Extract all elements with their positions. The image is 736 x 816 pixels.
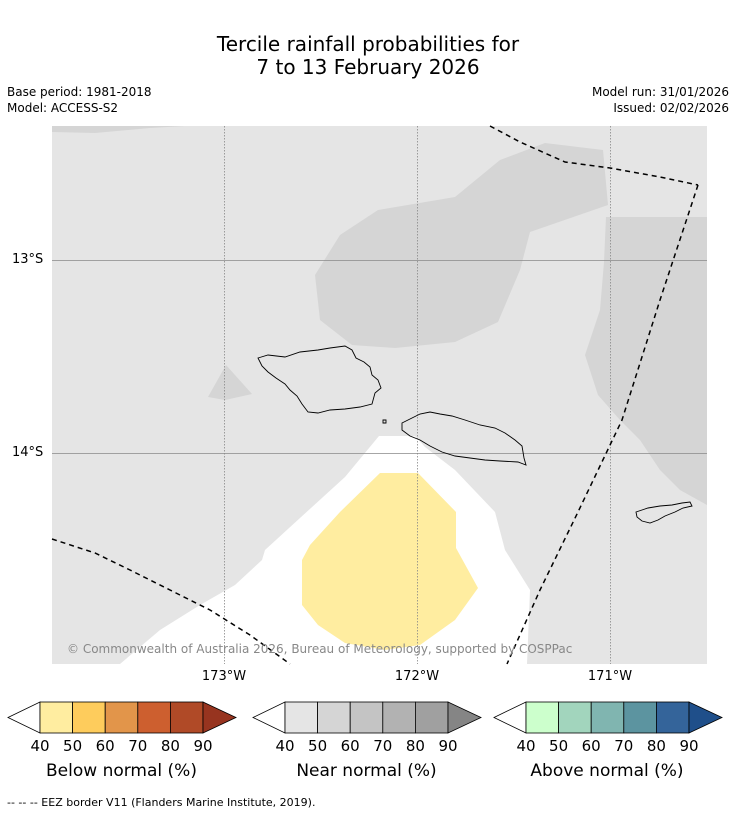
above-legend-swatch-70 [623,701,657,734]
below-legend-low-extension [7,701,41,734]
title-line-1: Tercile rainfall probabilities for [216,32,520,56]
near-legend-high-extension [447,701,482,734]
near-normal-50-region-east [585,217,707,505]
below-legend-swatch-50 [72,701,106,734]
below-legend-tick-label: 60 [96,737,115,755]
above-legend-swatch-50 [558,701,592,734]
above-legend-swatch-40 [525,701,559,734]
eez-footnote: -- -- -- EEZ border V11 (Flanders Marine… [7,796,316,809]
below-legend-swatch-40 [39,701,73,734]
below-legend-tick-label: 80 [161,737,180,755]
eez-borders [51,125,699,665]
lat-label-13s: 13°S [12,252,44,267]
eez-border-north [489,125,699,186]
base-period: Base period: 1981-2018 [7,85,152,99]
legend-near-normal: 40 50 60 70 80 90 [252,701,482,755]
near-legend-tick-label: 70 [373,737,392,755]
legend-below-normal: 40 50 60 70 80 90 [7,701,237,755]
below-legend-tick-label: 40 [30,737,49,755]
legend-title-near: Near normal (%) [296,761,437,781]
eez-border-east [506,184,699,665]
above-legend-tick-label: 60 [582,737,601,755]
near-normal-50-region-north [52,126,185,133]
near-legend-swatch-60 [349,701,384,734]
near-legend-swatch-70 [382,701,416,734]
near-legend-tick-label: 60 [341,737,360,755]
near-legend-swatch-80 [414,701,449,734]
near-legend-tick-label: 40 [275,737,294,755]
above-legend-swatch-60 [590,701,625,734]
below-legend-tick-label: 90 [193,737,212,755]
model-name: Model: ACCESS-S2 [7,101,119,115]
issued-date: Issued: 02/02/2026 [613,101,729,115]
savaii-island [257,345,382,414]
near-legend-tick-label: 50 [308,737,327,755]
below-legend-swatch-60 [104,701,139,734]
below-legend-tick-label: 50 [63,737,82,755]
lon-label-173w: 173°W [201,669,247,684]
above-legend-high-extension [688,701,723,734]
manono-island [382,419,387,424]
near-legend-swatch-50 [317,701,351,734]
near-legend-tick-label: 90 [438,737,457,755]
lat-label-14s: 14°S [12,445,44,460]
legend-title-above: Above normal (%) [530,761,684,781]
above-legend-tick-label: 90 [679,737,698,755]
lon-label-172w: 172°W [394,669,440,684]
eez-border-southwest [51,538,291,665]
near-legend-tick-label: 80 [406,737,425,755]
near-legend-low-extension [252,701,286,734]
above-legend-swatch-80 [656,701,690,734]
below-legend-tick-label: 70 [128,737,147,755]
near-normal-50-region-central [315,143,608,348]
model-run: Model run: 31/01/2026 [591,85,729,99]
near-normal-50-region-west [208,365,252,400]
below-legend-swatch-70 [137,701,171,734]
near-legend-swatch-40 [284,701,318,734]
above-legend-tick-label: 70 [614,737,633,755]
title-line-2: 7 to 13 February 2026 [256,55,480,79]
below-legend-swatch-80 [169,701,204,734]
graticule [52,126,707,664]
above-legend-tick-label: 40 [516,737,535,755]
copyright-text: © Commonwealth of Australia 2026, Bureau… [67,642,572,656]
above-legend-tick-label: 50 [549,737,568,755]
lon-label-171w: 171°W [587,669,633,684]
above-legend-tick-label: 80 [647,737,666,755]
below-legend-high-extension [202,701,237,734]
legend-above-normal: 40 50 60 70 80 90 [493,701,723,755]
above-legend-low-extension [493,701,527,734]
tutuila-island [635,501,693,524]
below-normal-40-region [302,473,478,650]
upolu-island [401,411,527,466]
legend-title-below: Below normal (%) [46,761,197,781]
coastlines [257,345,693,524]
